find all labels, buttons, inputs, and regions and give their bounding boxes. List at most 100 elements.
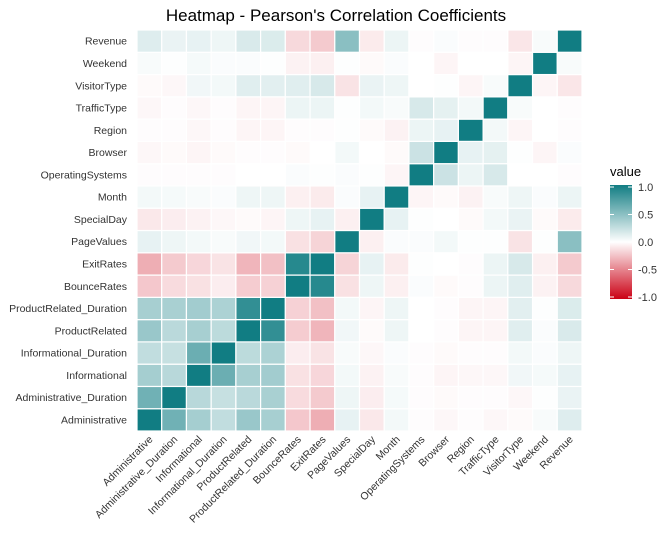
heatmap-cell — [334, 341, 361, 365]
heatmap-cell — [358, 296, 385, 321]
heatmap-cell — [408, 229, 435, 254]
heatmap-cell — [457, 207, 484, 232]
heatmap-cell — [235, 207, 262, 232]
heatmap-cell — [556, 252, 583, 276]
heatmap-cell — [260, 341, 286, 365]
heatmap-cell — [284, 252, 311, 276]
heatmap-cell — [185, 229, 212, 254]
heatmap-cell — [457, 229, 484, 254]
heatmap-cell — [235, 363, 262, 388]
heatmap-cell — [185, 363, 212, 388]
heatmap-cell — [383, 51, 410, 76]
heatmap-cell — [284, 408, 311, 432]
heatmap-cell — [408, 341, 435, 365]
heatmap-cell — [507, 51, 534, 76]
heatmap-cell — [408, 163, 435, 187]
heatmap-cell — [383, 118, 410, 142]
heatmap-cell — [531, 118, 558, 142]
heatmap-cell — [185, 385, 212, 410]
heatmap-cell — [161, 96, 188, 120]
heatmap-cell — [556, 385, 583, 410]
heatmap-cell — [136, 229, 163, 254]
heatmap-cell — [482, 118, 509, 142]
heatmap-cell — [556, 408, 583, 432]
heatmap-cell — [309, 29, 336, 53]
heatmap-cell — [457, 96, 484, 120]
heatmap-cell — [457, 274, 484, 298]
heatmap-cell — [358, 163, 385, 187]
heatmap-cell — [185, 118, 212, 142]
heatmap-cell — [136, 296, 163, 321]
heatmap-cell — [383, 296, 410, 321]
heatmap-cell — [309, 185, 336, 209]
heatmap-cell — [309, 229, 336, 254]
heatmap-cell — [210, 408, 237, 432]
heatmap-cell — [309, 408, 336, 432]
heatmap-cell — [136, 163, 163, 187]
heatmap-cell — [531, 319, 558, 343]
heatmap-cell — [531, 408, 558, 432]
heatmap-cell — [309, 252, 336, 276]
heatmap-cell — [334, 229, 361, 254]
heatmap-cell — [284, 385, 311, 410]
heatmap-cell — [185, 274, 212, 298]
legend-tick-label: -0.5 — [638, 265, 657, 277]
heatmap-cell — [531, 73, 558, 98]
color-legend: value 1.0 0.5 0.0 -0.5 -1.0 — [610, 164, 657, 304]
heatmap-cell — [531, 207, 558, 232]
heatmap-cell — [408, 140, 435, 165]
heatmap-cell — [309, 319, 336, 343]
heatmap-cell — [457, 73, 484, 98]
heatmap-cell — [210, 319, 237, 343]
heatmap-cell — [334, 163, 361, 187]
heatmap-cell — [210, 385, 237, 410]
y-tick-label: ExitRates — [82, 259, 127, 271]
y-tick-label: Informational — [66, 370, 127, 382]
heatmap-cell — [309, 96, 336, 120]
heatmap-cell — [284, 73, 311, 98]
heatmap-cell — [433, 163, 459, 187]
heatmap-cell — [235, 319, 262, 343]
heatmap-cell — [284, 96, 311, 120]
heatmap-cell — [284, 229, 311, 254]
heatmap-cell — [408, 296, 435, 321]
heatmap-cell — [482, 408, 509, 432]
y-tick-label: Administrative — [61, 414, 127, 426]
heatmap-cell — [161, 140, 188, 165]
y-tick-label: BounceRates — [64, 281, 127, 293]
heatmap-cell — [260, 140, 286, 165]
heatmap-cell — [210, 296, 237, 321]
heatmap-cell — [531, 96, 558, 120]
heatmap-cell — [457, 252, 484, 276]
heatmap-cell — [334, 274, 361, 298]
heatmap-cell — [531, 51, 558, 76]
heatmap-cell — [185, 96, 212, 120]
heatmap-cell — [235, 51, 262, 76]
heatmap-cell — [284, 296, 311, 321]
heatmap-cell — [383, 140, 410, 165]
heatmap-cell — [482, 51, 509, 76]
heatmap-cell — [185, 163, 212, 187]
heatmap-cell — [210, 163, 237, 187]
heatmap-cell — [556, 296, 583, 321]
heatmap-cell — [482, 296, 509, 321]
y-axis-labels: Administrative Administrative_Duration Inf… — [9, 36, 128, 427]
heatmap-cell — [383, 96, 410, 120]
heatmap-cell — [284, 163, 311, 187]
heatmap-cell — [507, 207, 534, 232]
heatmap-cell — [358, 140, 385, 165]
heatmap-cell — [284, 140, 311, 165]
heatmap-cell — [482, 73, 509, 98]
heatmap-cell — [433, 185, 459, 209]
heatmap-cell — [210, 185, 237, 209]
legend-colorbar — [610, 185, 632, 299]
heatmap-cell — [136, 140, 163, 165]
heatmap-cell — [383, 363, 410, 388]
legend-title: value — [610, 164, 641, 179]
heatmap-cell — [358, 207, 385, 232]
heatmap-cell — [260, 207, 286, 232]
heatmap-cell — [358, 118, 385, 142]
heatmap-cell — [334, 73, 361, 98]
heatmap-cell — [556, 363, 583, 388]
